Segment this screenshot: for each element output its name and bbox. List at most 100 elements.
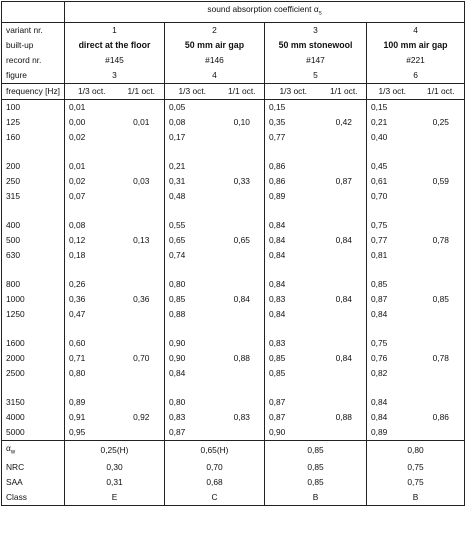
header-label: record nr. <box>6 54 42 65</box>
third-octave-value: 0,85 <box>366 276 418 292</box>
header-label: figure <box>6 69 27 80</box>
spacer-cell <box>119 204 165 218</box>
summary-label: Class <box>6 492 27 503</box>
data-row: 1600 0,60 0,70 0,90 0,88 0,83 0,84 0,75 0,78 <box>2 335 465 363</box>
third-octave-value: 0,77 <box>366 232 418 248</box>
third-octave-value: 0,05 <box>164 99 220 115</box>
third-octave-value: 0,21 <box>366 114 418 130</box>
third-octave-value: 0,47 <box>64 306 119 322</box>
header-row: built-up direct at the floor 50 mm air gap… <box>2 37 465 53</box>
third-octave-value: 0,84 <box>264 247 322 263</box>
variant-header-cell: 50 mm air gap <box>164 37 265 53</box>
third-octave-value: 0,65 <box>164 232 220 248</box>
variant-header-cell: #146 <box>164 52 265 68</box>
frequency-cell: 5000 <box>6 426 25 437</box>
data-row: 400 0,08 0,13 0,55 0,65 0,84 0,84 0,75 0,78 <box>2 217 465 245</box>
summary-value: 0,85 <box>264 460 367 476</box>
frequency-cell: 250 <box>6 175 20 186</box>
third-octave-value: 0,15 <box>366 99 418 115</box>
header-row: figure 3 4 5 6 <box>2 67 465 84</box>
third-octave-value: 0,55 <box>164 217 220 233</box>
frequency-cell: 160 <box>6 131 20 142</box>
data-row: 4000 0,91 0,83 0,87 0,84 <box>2 409 465 425</box>
spacer-cell <box>418 263 465 277</box>
spacer-cell <box>2 145 65 159</box>
group-spacer <box>2 144 465 159</box>
data-row: 500 0,12 0,65 0,84 0,77 <box>2 232 465 248</box>
third-octave-value: 0,01 <box>64 158 119 174</box>
frequency-cell: 500 <box>6 234 20 245</box>
variant-header-cell: #221 <box>365 52 465 68</box>
frequency-cell: 100 <box>6 101 20 112</box>
third-octave-value: 0,84 <box>366 409 418 425</box>
one-octave-value: 0,84 <box>335 352 352 363</box>
one-octave-value: 0,87 <box>335 175 352 186</box>
spacer-cell <box>220 381 265 395</box>
third-octave-value: 0,83 <box>264 335 322 351</box>
spacer-cell <box>64 380 119 395</box>
one-octave-value: 0,92 <box>133 411 150 422</box>
third-octave-header: 1/3 oct. <box>264 82 322 100</box>
third-octave-value: 0,36 <box>64 291 119 307</box>
data-row: 800 0,26 0,36 0,80 0,84 0,84 0,84 0,85 0,85 <box>2 276 465 304</box>
third-octave-value: 0,01 <box>64 99 119 115</box>
one-octave-header: 1/1 oct. <box>219 82 265 100</box>
header-label: built-up <box>6 39 34 50</box>
third-octave-value: 0,90 <box>164 335 220 351</box>
data-row: 2000 0,71 0,90 0,85 0,76 <box>2 350 465 366</box>
one-octave-value: 0,88 <box>335 411 352 422</box>
third-octave-value: 0,90 <box>164 350 220 366</box>
group-spacer <box>2 321 465 336</box>
spacer-cell <box>418 145 465 159</box>
variant-header-cell: 100 mm air gap <box>365 37 465 53</box>
one-octave-value: 0,59 <box>432 175 449 186</box>
summary-value: B <box>365 490 465 506</box>
one-octave-value: 0,42 <box>335 116 352 127</box>
third-octave-value: 0,84 <box>264 232 322 248</box>
spacer-cell <box>322 322 367 336</box>
summary-value: B <box>264 490 367 506</box>
variant-header-cell: 50 mm stonewool <box>264 37 367 53</box>
group-spacer <box>2 262 465 277</box>
group-spacer <box>2 203 465 218</box>
spacer-cell <box>220 322 265 336</box>
column-header-row: frequency [Hz] 1/3 oct. 1/1 oct. 1/3 oct. 1/… <box>1 82 465 100</box>
summary-row: Class E C B B <box>2 490 465 506</box>
alpha-w-subscript: w <box>10 449 16 456</box>
third-octave-value: 0,80 <box>64 365 119 381</box>
one-octave-header: 1/1 oct. <box>118 82 165 100</box>
spacer-cell <box>366 321 418 336</box>
spacer-cell <box>220 204 265 218</box>
third-octave-value: 0,84 <box>366 394 418 410</box>
third-octave-value: 0,87 <box>164 424 220 441</box>
spacer-cell <box>220 263 265 277</box>
third-octave-value: 0,87 <box>366 291 418 307</box>
frequency-cell: 3150 <box>6 396 25 407</box>
summary-label: NRC <box>6 462 25 473</box>
third-octave-value: 0,84 <box>264 276 322 292</box>
data-row: 315 0,07 0,48 0,89 0,70 <box>2 188 465 204</box>
one-octave-value: 0,70 <box>133 352 150 363</box>
header-row: variant nr. 1 2 3 4 <box>2 22 465 38</box>
data-row: 250 0,02 0,31 0,86 0,61 <box>2 173 465 189</box>
summary-value: 0,25(H) <box>64 439 165 461</box>
one-octave-header: 1/1 oct. <box>417 82 465 100</box>
variant-header-cell: 4 <box>164 67 265 84</box>
spacer-cell <box>2 204 65 218</box>
variant-header-cell: 1 <box>64 22 165 38</box>
third-octave-value: 0,07 <box>64 188 119 204</box>
third-octave-value: 0,80 <box>164 394 220 410</box>
summary-value: 0,68 <box>164 475 265 491</box>
spacer-cell <box>366 203 418 218</box>
data-row: 630 0,18 0,74 0,84 0,81 <box>2 247 465 263</box>
data-row: 125 0,00 0,08 0,35 0,21 <box>2 114 465 130</box>
spacer-cell <box>418 381 465 395</box>
third-octave-value: 0,83 <box>164 409 220 425</box>
spacer-cell <box>264 380 322 395</box>
data-row: 100 0,01 0,01 0,05 0,10 0,15 0,42 0,15 0,25 <box>2 99 465 127</box>
spacer-cell <box>119 381 165 395</box>
data-row: 1250 0,47 0,88 0,84 0,84 <box>2 306 465 322</box>
frequency-cell: 630 <box>6 249 20 260</box>
spacer-cell <box>164 321 220 336</box>
data-row: 5000 0,95 0,87 0,90 0,89 <box>2 424 465 441</box>
